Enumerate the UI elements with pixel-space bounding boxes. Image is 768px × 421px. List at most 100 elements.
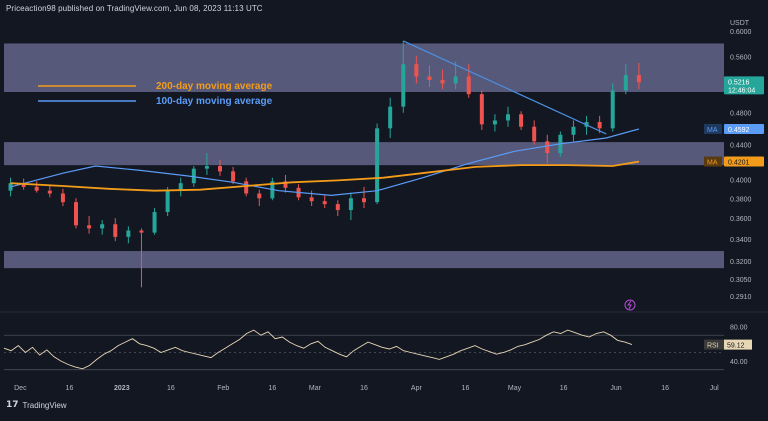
rsi-y-tick-label: 40.00 <box>730 359 748 366</box>
candle-body <box>335 204 340 211</box>
lightning-icon <box>627 300 632 310</box>
x-tick-label: Feb <box>217 385 229 392</box>
current-price-tag-text: 12:46:04 <box>728 87 755 94</box>
ma200-tag-box <box>724 156 764 167</box>
y-tick-label: 0.6000 <box>730 29 752 36</box>
candle-body <box>283 181 288 188</box>
rsi-tag-label-box <box>704 339 724 350</box>
candle-body <box>623 75 628 91</box>
x-tick-label: 16 <box>66 385 74 392</box>
candle-body <box>440 79 445 84</box>
candle-body <box>126 230 131 237</box>
candle-body <box>453 76 458 84</box>
candle-body <box>401 64 406 107</box>
candle-body <box>492 120 497 125</box>
legend-ma100-label: 100-day moving average <box>156 96 273 107</box>
candle-body <box>218 166 222 172</box>
candle-body <box>113 224 118 237</box>
candle-body <box>178 183 183 191</box>
candle-body <box>597 122 602 129</box>
candle-body <box>139 230 144 233</box>
y-tick-label: 0.4800 <box>730 111 752 118</box>
candle-body <box>427 76 432 80</box>
candle-body <box>60 193 65 203</box>
candle-body <box>21 183 26 187</box>
brand-label: TradingView <box>22 400 67 410</box>
y-tick-label: 0.4000 <box>730 178 752 185</box>
ma100-tag-label: MA <box>707 127 718 134</box>
rsi-tag-box <box>724 339 752 350</box>
candle-body <box>152 212 157 233</box>
ma200-tag-label-box <box>704 156 722 167</box>
candle-body <box>322 201 327 205</box>
event-marker-icon[interactable] <box>624 299 636 311</box>
tradingview-logo-icon: 17 <box>6 400 19 410</box>
y-tick-label: 0.4400 <box>730 143 752 150</box>
candle-body <box>47 190 52 194</box>
rsi-line <box>3 329 633 370</box>
candle-body <box>191 168 196 184</box>
candle-body <box>348 198 353 211</box>
current-price-tag-box <box>724 76 764 95</box>
candle-body <box>375 128 380 203</box>
candle-body <box>571 126 576 135</box>
zone-1 <box>4 142 724 166</box>
y-tick-label: 0.5600 <box>730 54 752 61</box>
candle-body <box>532 126 537 142</box>
x-tick-label: Jun <box>610 385 621 392</box>
x-tick-label: 16 <box>268 385 276 392</box>
candle-body <box>388 106 393 129</box>
ma200-tag-text: 0.4201 <box>728 160 750 167</box>
ma100-tag-label-box <box>704 123 722 134</box>
candle-body <box>165 190 170 213</box>
candle-body <box>244 181 249 194</box>
rsi-y-tick-label: 80.00 <box>730 325 748 332</box>
candle-body <box>309 197 314 202</box>
x-tick-label: 2023 <box>114 385 130 392</box>
rsi-tag-value: 59.12 <box>727 343 745 350</box>
x-tick-label: May <box>508 385 522 392</box>
candle-body <box>231 171 236 182</box>
x-tick-label: 16 <box>462 385 470 392</box>
candle-body <box>479 94 484 125</box>
candle-body <box>610 90 615 129</box>
x-tick-label: Apr <box>411 385 423 392</box>
zone-2 <box>4 251 724 269</box>
ma200-line <box>10 160 640 192</box>
zone-0 <box>4 43 724 92</box>
candle-body <box>204 166 209 169</box>
ma100-tag-text: 0.4592 <box>728 127 750 134</box>
current-price-tag-text: 0.5216 <box>728 79 750 86</box>
candle-body <box>100 224 105 229</box>
candle-body <box>257 193 262 199</box>
candle-body <box>414 64 419 77</box>
candle-body <box>466 76 471 95</box>
footer-brand[interactable]: 17 TradingView <box>6 400 67 410</box>
resistance-trendline <box>403 40 607 135</box>
ma100-line <box>10 128 640 197</box>
x-tick-label: 16 <box>167 385 175 392</box>
candle-body <box>519 114 524 127</box>
candle-body <box>362 198 366 203</box>
candle-body <box>87 225 92 229</box>
candle-body <box>636 75 641 83</box>
candle-body <box>74 202 78 226</box>
legend-ma200-label: 200-day moving average <box>156 81 273 92</box>
ma100-tag-box <box>724 123 764 134</box>
y-tick-label: 0.3800 <box>730 196 752 203</box>
x-tick-label: Jul <box>710 385 719 392</box>
x-tick-label: Dec <box>14 385 27 392</box>
x-tick-label: 16 <box>661 385 669 392</box>
rsi-tag-label: RSI <box>707 343 719 350</box>
y-tick-label: 0.3600 <box>730 216 752 223</box>
candle-body <box>545 141 550 154</box>
unit-label: USDT <box>730 20 750 27</box>
y-tick-label: 0.3050 <box>730 277 752 284</box>
ma200-tag-label: MA <box>707 160 718 167</box>
candle-body <box>506 114 510 121</box>
y-tick-label: 0.2910 <box>730 294 752 301</box>
x-tick-label: Mar <box>309 385 322 392</box>
x-tick-label: 16 <box>360 385 368 392</box>
